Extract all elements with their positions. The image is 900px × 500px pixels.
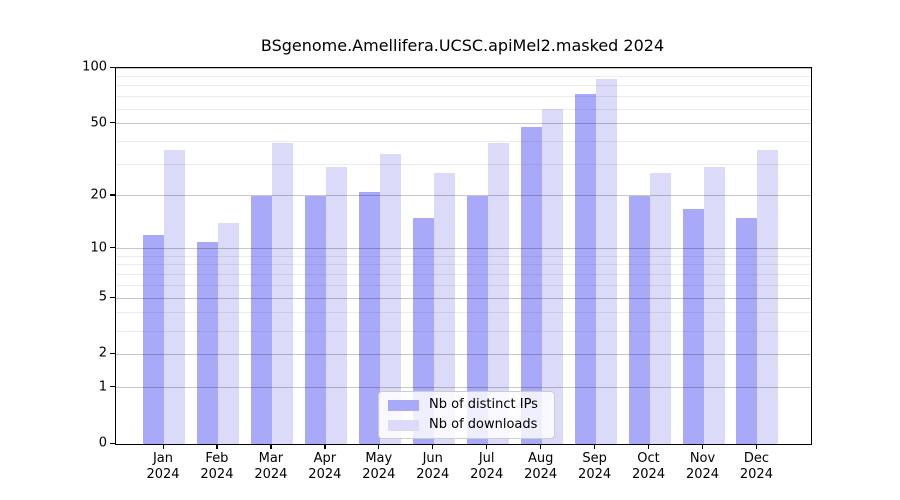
y-tick-label-2: 2 bbox=[98, 345, 107, 361]
x-tick-label-jun: Jun 2024 bbox=[416, 451, 450, 482]
gridline-major-2 bbox=[116, 353, 811, 355]
gridline-minor-6 bbox=[116, 284, 811, 286]
y-tick-label-5: 5 bbox=[98, 289, 107, 305]
gridline-minor-3 bbox=[116, 330, 811, 332]
x-tick-sep bbox=[594, 444, 596, 449]
bar-distinct-ips-feb bbox=[196, 241, 218, 444]
y-tick-mark-50 bbox=[110, 122, 115, 124]
x-tick-mar bbox=[270, 444, 272, 449]
bar-downloads-jan bbox=[164, 149, 185, 444]
y-tick-label-10: 10 bbox=[90, 240, 107, 256]
bar-distinct-ips-jan bbox=[143, 235, 164, 444]
bar-downloads-jun bbox=[433, 172, 455, 444]
y-tick-mark-2 bbox=[110, 352, 115, 355]
y-tick-label-1: 1 bbox=[98, 379, 107, 395]
y-tick-mark-5 bbox=[110, 296, 115, 298]
y-tick-mark-0 bbox=[110, 442, 115, 444]
bar-downloads-may bbox=[379, 154, 401, 444]
x-tick-label-dec: Dec 2024 bbox=[739, 451, 773, 482]
plot-area bbox=[115, 67, 812, 445]
legend-item-downloads: Nb of downloads bbox=[379, 418, 554, 432]
x-tick-oct bbox=[648, 444, 650, 449]
x-tick-feb bbox=[216, 444, 218, 449]
legend-swatch-downloads bbox=[388, 419, 419, 431]
y-tick-mark-10 bbox=[110, 247, 115, 249]
gridline-major-100 bbox=[116, 67, 811, 69]
y-tick-mark-100 bbox=[110, 66, 115, 68]
x-tick-label-jan: Jan 2024 bbox=[146, 451, 180, 482]
y-tick-label-20: 20 bbox=[90, 187, 107, 203]
gridline-major-50 bbox=[116, 123, 811, 125]
x-tick-label-apr: Apr 2024 bbox=[308, 451, 342, 482]
gridline-minor-4 bbox=[116, 312, 811, 314]
gridline-major-20 bbox=[116, 195, 811, 197]
y-tick-label-50: 50 bbox=[90, 115, 107, 131]
legend-swatch-distinct-ips bbox=[388, 399, 419, 411]
bar-downloads-dec bbox=[757, 149, 779, 444]
y-tick-label-100: 100 bbox=[82, 59, 107, 75]
x-tick-may bbox=[378, 444, 380, 449]
x-tick-jun bbox=[432, 444, 434, 449]
gridline-minor-30 bbox=[116, 163, 811, 165]
bar-downloads-aug bbox=[541, 109, 563, 444]
bar-distinct-ips-sep bbox=[574, 94, 596, 444]
bar-distinct-ips-nov bbox=[682, 208, 704, 444]
gridline-minor-70 bbox=[116, 96, 811, 98]
bar-distinct-ips-apr bbox=[304, 195, 326, 444]
legend-label-distinct-ips: Nb of distinct IPs bbox=[429, 397, 538, 412]
x-tick-label-oct: Oct 2024 bbox=[632, 451, 666, 482]
bar-downloads-sep bbox=[595, 79, 617, 444]
x-tick-aug bbox=[540, 444, 542, 449]
x-tick-jul bbox=[486, 444, 488, 449]
legend-item-distinct-ips: Nb of distinct IPs bbox=[379, 398, 554, 412]
gridline-minor-8 bbox=[116, 264, 811, 266]
y-tick-label-0: 0 bbox=[98, 435, 107, 451]
bar-distinct-ips-mar bbox=[250, 195, 272, 444]
gridline-minor-7 bbox=[116, 274, 811, 276]
bar-downloads-nov bbox=[703, 166, 725, 444]
gridline-minor-90 bbox=[116, 75, 811, 77]
y-tick-mark-1 bbox=[110, 386, 115, 388]
gridline-major-1 bbox=[116, 387, 811, 389]
bar-downloads-feb bbox=[217, 223, 239, 444]
y-tick-mark-20 bbox=[110, 194, 115, 196]
bar-distinct-ips-aug bbox=[520, 126, 542, 444]
bar-distinct-ips-may bbox=[358, 192, 380, 444]
x-tick-label-mar: Mar 2024 bbox=[254, 451, 288, 482]
gridline-minor-80 bbox=[116, 85, 811, 87]
gridline-minor-9 bbox=[116, 255, 811, 257]
bar-downloads-mar bbox=[271, 143, 293, 444]
legend-label-downloads: Nb of downloads bbox=[429, 417, 538, 432]
gridline-major-10 bbox=[116, 248, 811, 250]
gridline-minor-40 bbox=[116, 140, 811, 142]
bar-distinct-ips-jul bbox=[466, 195, 488, 444]
bar-distinct-ips-oct bbox=[628, 195, 650, 444]
x-tick-nov bbox=[702, 444, 704, 449]
bar-downloads-oct bbox=[649, 172, 671, 444]
bar-distinct-ips-jun bbox=[412, 218, 434, 444]
x-tick-label-nov: Nov 2024 bbox=[685, 451, 720, 482]
gridline-major-5 bbox=[116, 297, 811, 299]
x-tick-label-feb: Feb 2024 bbox=[200, 451, 234, 482]
legend: Nb of distinct IPs Nb of downloads bbox=[378, 391, 555, 439]
x-tick-jan bbox=[162, 444, 164, 449]
bar-downloads-jul bbox=[487, 143, 509, 444]
bar-distinct-ips-dec bbox=[736, 218, 758, 444]
x-tick-label-may: May 2024 bbox=[362, 451, 396, 482]
chart-title: BSgenome.Amellifera.UCSC.apiMel2.masked … bbox=[260, 36, 665, 55]
x-tick-label-sep: Sep 2024 bbox=[578, 451, 612, 482]
x-tick-dec bbox=[755, 444, 758, 449]
x-tick-label-jul: Jul 2024 bbox=[470, 451, 504, 482]
x-tick-apr bbox=[324, 444, 326, 449]
x-tick-label-aug: Aug 2024 bbox=[524, 451, 558, 482]
bar-downloads-apr bbox=[325, 166, 347, 444]
gridline-minor-60 bbox=[116, 108, 811, 110]
